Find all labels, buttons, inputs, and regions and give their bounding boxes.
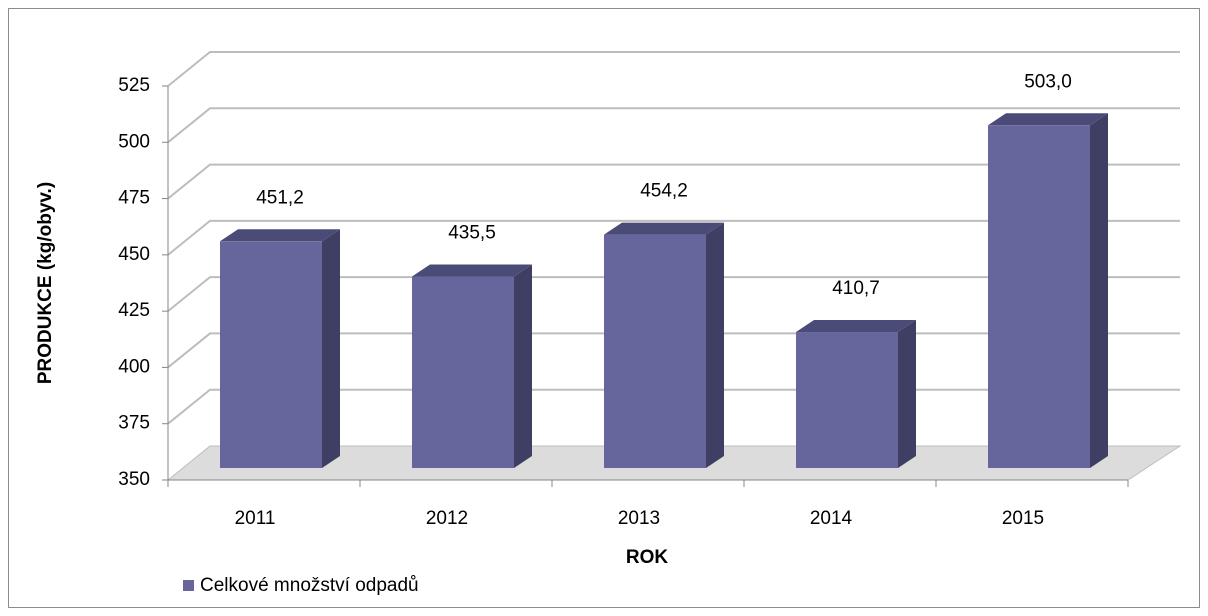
data-label: 435,5 bbox=[448, 222, 496, 243]
x-tick-label: 2015 bbox=[1002, 508, 1044, 529]
y-tick-label: 375 bbox=[118, 413, 150, 434]
bar-side bbox=[514, 264, 532, 468]
bar-top bbox=[604, 222, 724, 235]
x-tick-label: 2013 bbox=[618, 508, 660, 529]
grid-line bbox=[167, 276, 1180, 312]
bar-top bbox=[220, 229, 340, 242]
x-tick-label: 2012 bbox=[426, 508, 468, 529]
y-tick-label: 400 bbox=[118, 356, 150, 377]
legend-label: Celkové množství odpadů bbox=[200, 575, 419, 596]
data-label: 454,2 bbox=[640, 181, 688, 202]
y-tick-label: 425 bbox=[118, 300, 150, 321]
y-tick-label: 475 bbox=[118, 188, 150, 209]
y-axis-label: PRODUKCE (kg/obyv.) bbox=[35, 182, 56, 384]
grid-line bbox=[167, 163, 1180, 200]
y-tick-label: 525 bbox=[118, 75, 150, 96]
data-label: 410,7 bbox=[832, 278, 880, 299]
bar-top bbox=[796, 320, 916, 333]
bar-side bbox=[706, 222, 724, 468]
data-label: 503,0 bbox=[1024, 71, 1072, 92]
grid-line bbox=[167, 51, 1180, 87]
bar bbox=[796, 332, 898, 468]
bar-top bbox=[988, 113, 1108, 126]
y-tick-label: 450 bbox=[118, 244, 150, 265]
bar-side bbox=[1090, 113, 1108, 468]
legend-swatch bbox=[183, 580, 194, 591]
grid-line bbox=[167, 219, 1180, 256]
bar-side bbox=[322, 229, 340, 468]
x-tick-label: 2011 bbox=[235, 508, 276, 529]
bar bbox=[412, 276, 514, 468]
y-tick-label: 500 bbox=[118, 131, 150, 152]
x-axis-label: ROK bbox=[626, 547, 669, 568]
y-tick-label: 350 bbox=[118, 469, 150, 490]
grid-line bbox=[167, 107, 1180, 144]
bar-top bbox=[412, 264, 532, 277]
bar bbox=[988, 125, 1090, 468]
x-tick-label: 2014 bbox=[810, 508, 853, 529]
bar bbox=[604, 234, 706, 468]
bar-side bbox=[898, 320, 916, 468]
data-label: 451,2 bbox=[256, 187, 304, 208]
bar bbox=[220, 241, 322, 468]
